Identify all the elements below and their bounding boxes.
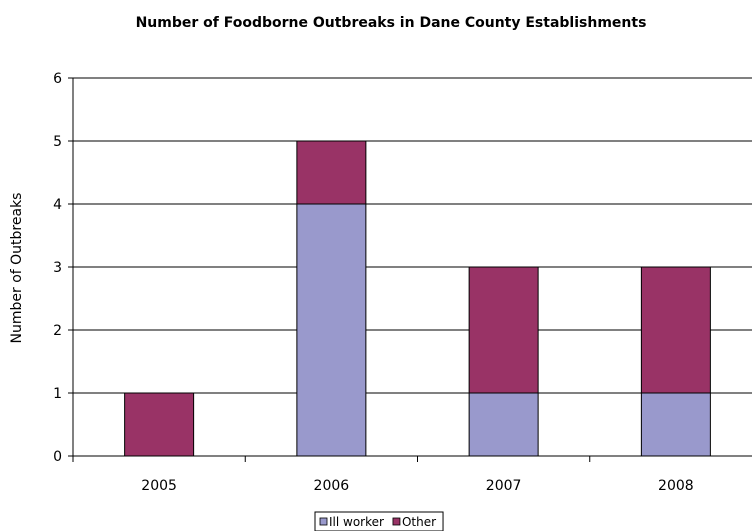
y-tick-label: 1 bbox=[53, 386, 62, 402]
x-tick-label: 2005 bbox=[141, 478, 177, 494]
y-tick-labels: 0 1 2 3 4 5 6 bbox=[53, 71, 62, 465]
y-tick-label: 0 bbox=[53, 449, 62, 465]
x-tick-labels: 2005 2006 2007 2008 bbox=[141, 478, 693, 494]
y-tick-label: 4 bbox=[53, 197, 62, 213]
y-axis-label: Number of Outbreaks bbox=[9, 193, 25, 344]
y-tick-label: 5 bbox=[53, 134, 62, 150]
legend-box bbox=[314, 511, 444, 531]
legend: Ill worker Other bbox=[314, 511, 444, 531]
x-tick-label: 2008 bbox=[658, 478, 694, 494]
legend-label-other: Other bbox=[402, 515, 436, 529]
bar-segment-other-2006 bbox=[296, 140, 367, 205]
y-tick-label: 3 bbox=[53, 260, 62, 276]
bar-segment-ill-worker-2008 bbox=[640, 392, 711, 457]
legend-swatch-ill-worker bbox=[319, 517, 328, 526]
bar-segment-ill-worker-2006 bbox=[296, 203, 367, 457]
legend-swatch-other bbox=[392, 517, 401, 526]
y-tick-label: 2 bbox=[53, 323, 62, 339]
bar-segment-other-2005 bbox=[124, 392, 195, 457]
y-tick-label: 6 bbox=[53, 71, 62, 87]
x-tick-label: 2006 bbox=[314, 478, 350, 494]
bar-segment-ill-worker-2007 bbox=[468, 392, 539, 457]
bar-segment-other-2008 bbox=[640, 266, 711, 394]
bars bbox=[124, 140, 711, 457]
chart-title: Number of Foodborne Outbreaks in Dane Co… bbox=[136, 15, 647, 31]
axes bbox=[68, 77, 752, 462]
legend-label-ill-worker: Ill worker bbox=[329, 515, 384, 529]
bar-segment-other-2007 bbox=[468, 266, 539, 394]
x-tick-label: 2007 bbox=[486, 478, 522, 494]
